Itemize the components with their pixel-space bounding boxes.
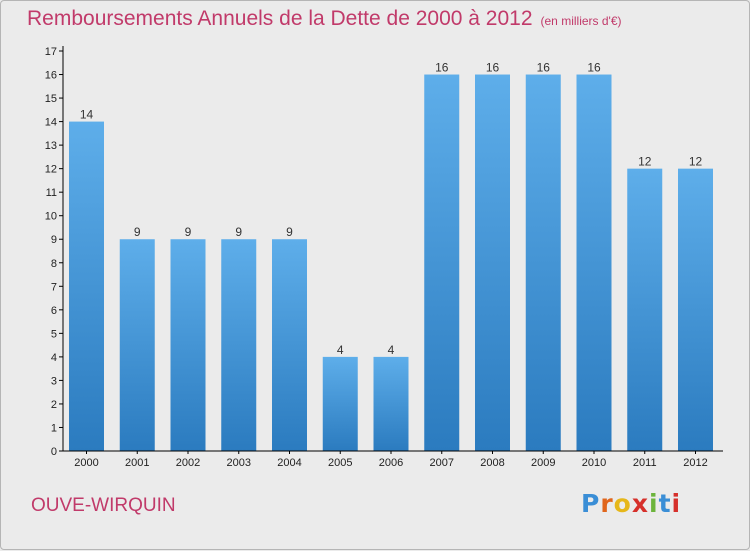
y-tick-label-17: 17 [45, 46, 57, 58]
logo-letter: o [613, 489, 632, 518]
data-label-2003: 9 [235, 225, 242, 239]
data-label-2007: 16 [435, 61, 449, 75]
x-tick-label-2008: 2008 [480, 457, 504, 469]
y-tick-label-6: 6 [51, 305, 57, 317]
logo-letter: t [658, 489, 672, 518]
y-tick-label-0: 0 [51, 446, 57, 458]
y-tick-label-16: 16 [45, 70, 57, 82]
data-label-2010: 16 [587, 61, 601, 75]
y-tick-label-14: 14 [45, 117, 57, 129]
x-tick-label-2010: 2010 [582, 457, 606, 469]
y-tick-label-1: 1 [51, 422, 57, 434]
x-tick-label-2007: 2007 [430, 457, 454, 469]
data-label-2011: 12 [638, 155, 652, 169]
x-tick-label-2003: 2003 [227, 457, 251, 469]
logo-letter: r [600, 489, 614, 518]
chart-title: Remboursements Annuels de la Dette de 20… [27, 7, 622, 31]
y-tick-label-13: 13 [45, 140, 57, 152]
bar-2004 [272, 239, 307, 451]
y-tick-label-11: 11 [46, 187, 57, 199]
x-tick-label-2004: 2004 [277, 457, 301, 469]
proxiti-logo: Proxiti [581, 489, 681, 518]
bar-2002 [170, 239, 206, 451]
x-tick-label-2011: 2011 [633, 457, 657, 469]
bar-2007 [424, 74, 460, 451]
logo-letter: P [581, 489, 601, 518]
bar-2000 [69, 121, 104, 452]
y-tick-label-3: 3 [51, 375, 57, 387]
bar-2011 [627, 168, 663, 451]
x-tick-label-2001: 2001 [125, 457, 149, 469]
bar-2010 [576, 74, 612, 451]
x-tick-label-2012: 2012 [683, 457, 707, 469]
bars-group: 14 9 9 9 9 4 4 16 16 16 16 12 12 [69, 61, 713, 452]
y-tick-label-7: 7 [51, 281, 57, 293]
x-tick-label-2002: 2002 [176, 457, 200, 469]
data-label-2002: 9 [185, 225, 192, 239]
y-tick-label-9: 9 [51, 234, 57, 246]
x-tick-label-2009: 2009 [531, 457, 555, 469]
bar-2012 [678, 168, 713, 451]
logo-letter: x [631, 489, 649, 518]
axes-group: 2000 2001 2002 2003 2004 2005 2006 2007 2008 2009… [45, 46, 723, 469]
y-tick-label-12: 12 [45, 164, 57, 176]
data-label-2008: 16 [486, 61, 500, 75]
data-label-2012: 12 [689, 155, 703, 169]
x-tick-label-2005: 2005 [328, 457, 352, 469]
bar-2009 [525, 74, 561, 451]
logo-letter: i [671, 489, 682, 518]
location-name: OUVE-WIRQUIN [31, 495, 176, 516]
y-tick-label-10: 10 [45, 211, 57, 223]
logo-letter: i [649, 489, 659, 518]
bar-2001 [119, 239, 155, 451]
bar-2005 [322, 356, 358, 451]
data-label-2000: 14 [80, 108, 94, 122]
data-label-2001: 9 [134, 225, 141, 239]
data-label-2004: 9 [286, 225, 293, 239]
chart-unit: (en milliers d'€) [540, 14, 622, 28]
bar-2003 [221, 239, 257, 451]
data-label-2009: 16 [537, 61, 551, 75]
y-tick-label-5: 5 [51, 328, 57, 340]
x-tick-label-2006: 2006 [379, 457, 403, 469]
data-label-2005: 4 [337, 343, 344, 357]
y-tick-label-8: 8 [51, 258, 57, 270]
y-tick-label-15: 15 [45, 93, 57, 105]
y-tick-label-2: 2 [51, 399, 57, 411]
data-label-2006: 4 [388, 343, 395, 357]
chart-title-text: Remboursements Annuels de la Dette de 20… [27, 7, 533, 30]
bar-2006 [373, 356, 409, 451]
x-tick-label-2000: 2000 [74, 457, 98, 469]
bar-2008 [475, 74, 510, 451]
y-tick-label-4: 4 [51, 352, 57, 364]
